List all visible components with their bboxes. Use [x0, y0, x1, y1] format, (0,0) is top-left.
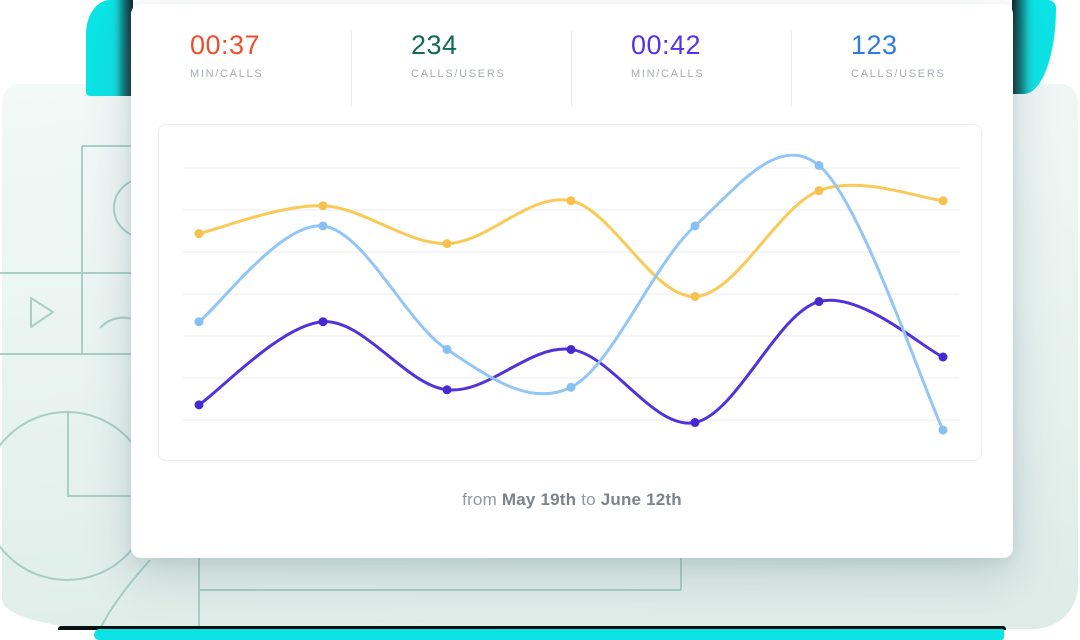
stat-value: 234: [411, 30, 458, 60]
stat-label: CALLS/USERS: [851, 68, 946, 81]
data-point-light_blue: [938, 425, 948, 435]
data-point-purple: [690, 418, 700, 428]
dashboard-card: 00:37 MIN/CALLS 234 CALLS/USERS 00:42 MI…: [131, 4, 1013, 558]
play-triangle-icon: [30, 297, 54, 328]
data-point-purple: [938, 352, 948, 362]
data-point-light_blue: [318, 221, 328, 231]
line-chart: [183, 153, 959, 435]
stat-min-calls-1: 00:37 MIN/CALLS: [131, 31, 351, 106]
data-point-yellow: [938, 196, 948, 206]
data-point-purple: [814, 297, 824, 307]
stat-value: 00:37: [190, 30, 261, 60]
bottom-dark-edge: [58, 626, 1006, 630]
data-point-light_blue: [566, 382, 576, 392]
caption-end-date: June 12th: [600, 490, 682, 509]
data-point-yellow: [566, 196, 576, 206]
series-line-purple: [197, 298, 945, 425]
data-point-yellow: [814, 186, 824, 196]
stat-calls-users-1: 234 CALLS/USERS: [351, 31, 571, 106]
data-point-yellow: [318, 201, 328, 211]
cyan-blob-top-left: [86, 0, 133, 96]
stat-min-calls-2: 00:42 MIN/CALLS: [571, 31, 791, 106]
wave-arc: [99, 316, 135, 329]
stat-label: MIN/CALLS: [190, 68, 264, 81]
data-point-yellow: [194, 229, 204, 239]
date-range-caption: from May 19th to June 12th: [131, 490, 1013, 510]
data-point-purple: [566, 344, 576, 354]
caption-from: from: [462, 490, 497, 509]
stat-value: 123: [851, 30, 898, 60]
stat-label: CALLS/USERS: [411, 68, 506, 81]
stat-label: MIN/CALLS: [631, 68, 705, 81]
data-point-light_blue: [442, 344, 452, 354]
stat-calls-users-2: 123 CALLS/USERS: [791, 31, 1011, 106]
data-point-yellow: [690, 292, 700, 302]
stats-row: 00:37 MIN/CALLS 234 CALLS/USERS 00:42 MI…: [131, 4, 1013, 106]
data-point-purple: [318, 317, 328, 327]
data-point-light_blue: [194, 317, 204, 327]
data-point-yellow: [442, 239, 452, 249]
quadrant-lines: [67, 412, 134, 497]
data-point-light_blue: [690, 221, 700, 231]
stat-value: 00:42: [631, 30, 702, 60]
caption-start-date: May 19th: [501, 490, 577, 509]
chart-panel: [158, 124, 982, 461]
data-point-purple: [442, 385, 452, 395]
data-point-light_blue: [814, 160, 824, 170]
cyan-strip-bottom: [94, 629, 1004, 640]
corner-arc: [100, 559, 151, 628]
caption-to: to: [581, 490, 596, 509]
data-point-purple: [194, 400, 204, 410]
